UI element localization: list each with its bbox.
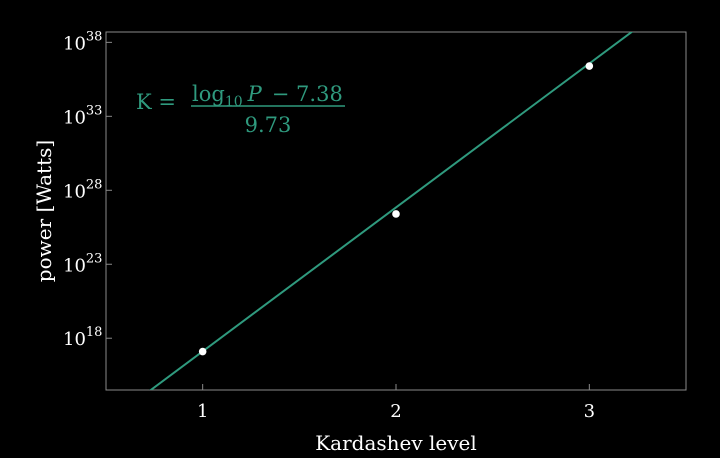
- formula-log: log: [192, 82, 225, 106]
- y-tick-exponent: 33: [86, 103, 103, 118]
- formula-numerator: log10 P − 7.38: [192, 82, 343, 110]
- data-point: [585, 62, 594, 70]
- y-tick-base: 10: [63, 107, 86, 128]
- y-tick-label: 1023: [63, 251, 102, 276]
- x-tick-label: 1: [197, 401, 208, 422]
- x-tick-label: 3: [584, 401, 595, 422]
- data-point: [198, 347, 207, 356]
- data-point: [392, 210, 400, 218]
- y-tick-base: 10: [63, 255, 86, 276]
- y-tick-base: 10: [63, 329, 86, 350]
- y-tick-exponent: 18: [86, 325, 103, 340]
- formula-var: P: [247, 82, 263, 106]
- y-tick-label: 1033: [63, 103, 102, 128]
- formula-lhs: K =: [136, 90, 176, 114]
- formula-rest: − 7.38: [272, 82, 343, 106]
- data-points: [198, 62, 594, 356]
- formula-annotation: K = log10 P − 7.38 9.73: [136, 82, 345, 137]
- y-axis-label: power [Watts]: [32, 140, 56, 282]
- formula-log-base: 10: [225, 94, 243, 110]
- y-tick-label: 1028: [63, 177, 102, 202]
- y-tick-base: 10: [63, 181, 86, 202]
- y-tick-label: 1038: [63, 29, 102, 54]
- y-tick-exponent: 23: [86, 251, 103, 266]
- x-tick-label: 2: [390, 401, 401, 422]
- y-tick-base: 10: [63, 33, 86, 54]
- formula-denominator: 9.73: [245, 113, 292, 137]
- x-axis-ticks: 1 2 3: [197, 384, 595, 422]
- y-tick-label: 1018: [63, 325, 102, 350]
- x-axis-label: Kardashev level: [315, 431, 477, 455]
- y-tick-exponent: 38: [86, 29, 103, 44]
- y-tick-exponent: 28: [86, 177, 103, 192]
